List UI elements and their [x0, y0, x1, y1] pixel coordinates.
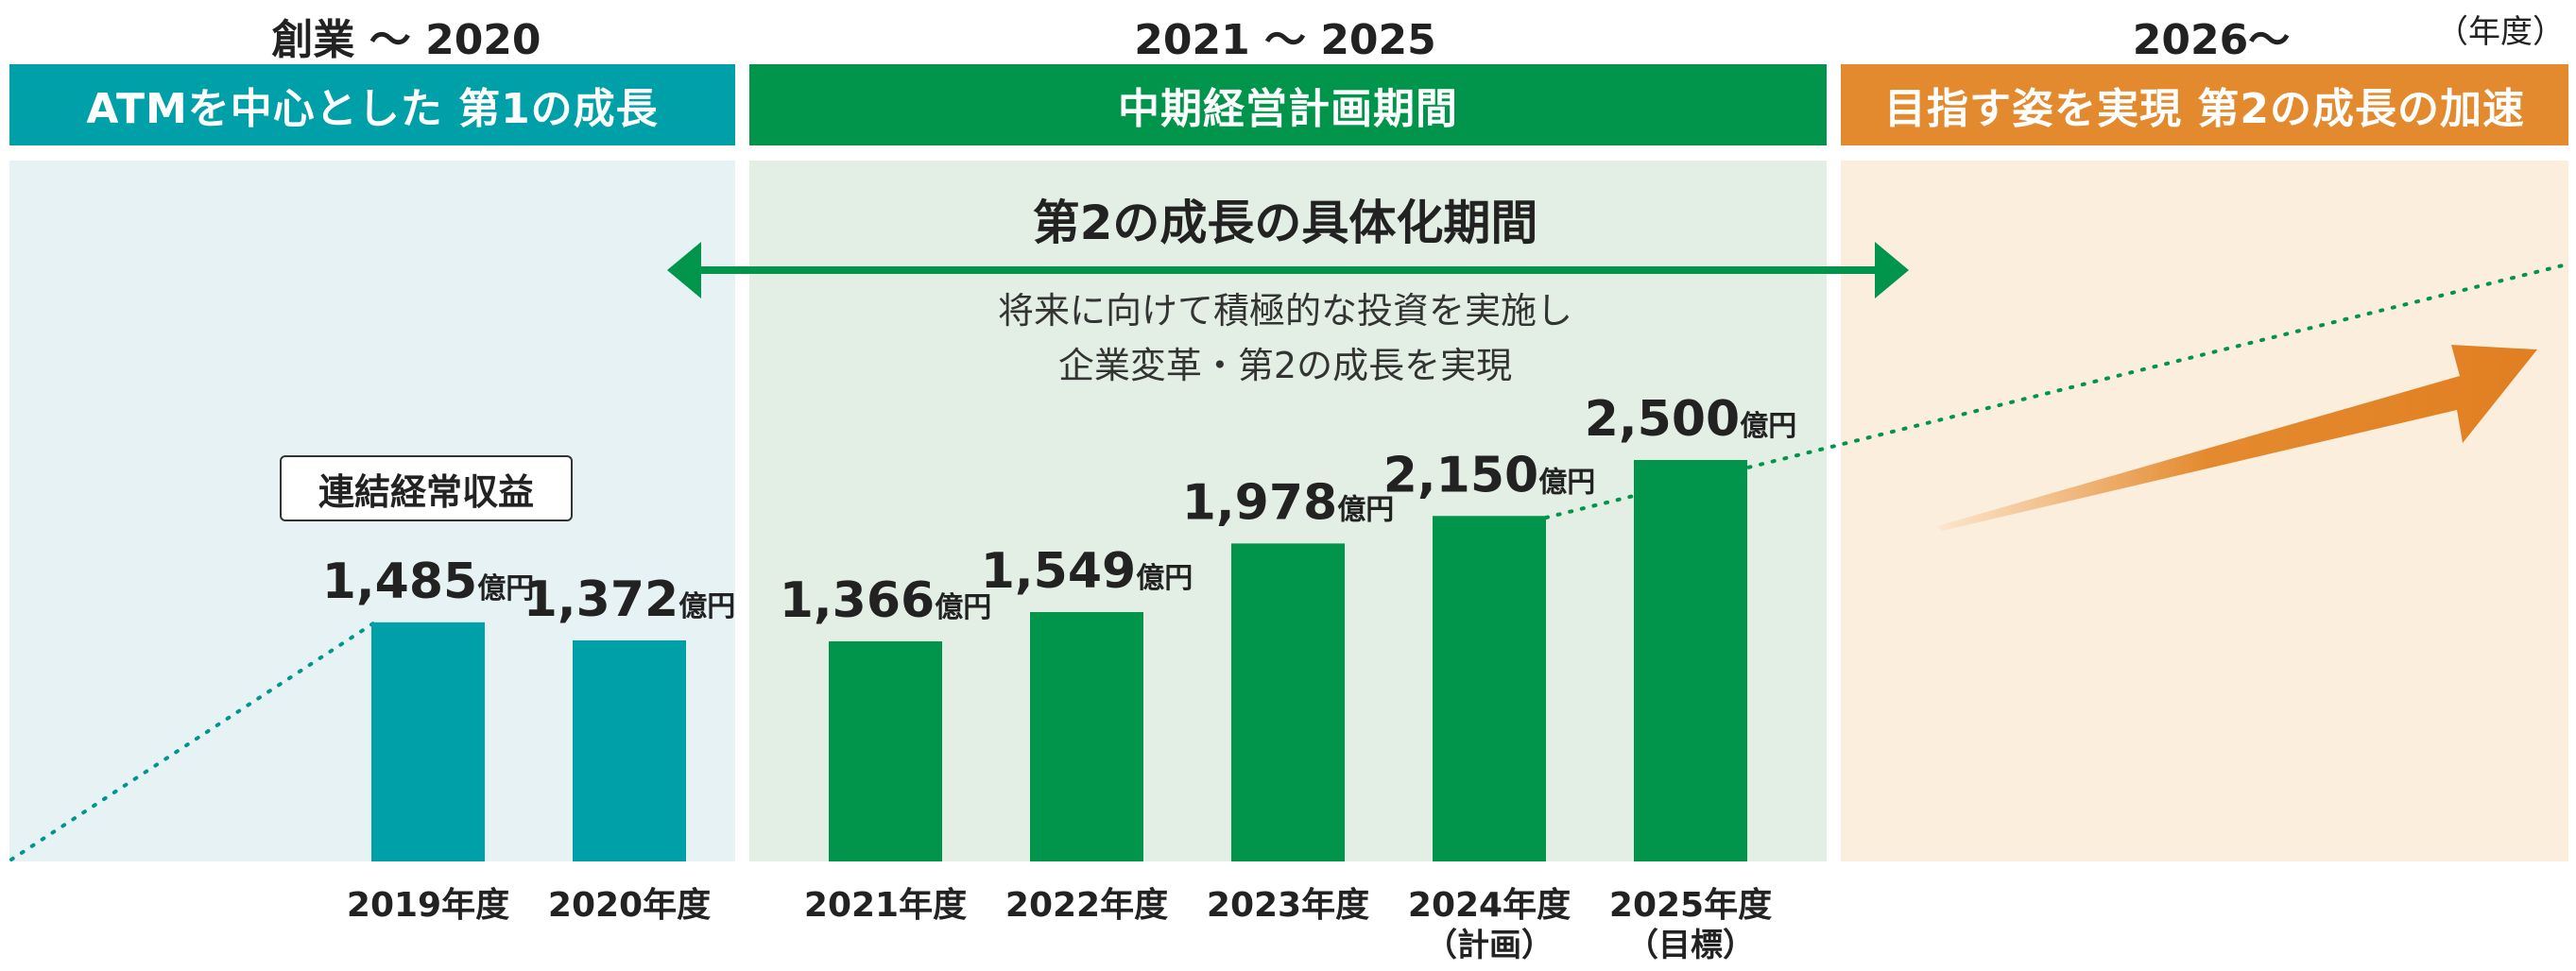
bar-2024年度 [1433, 516, 1546, 861]
x-tick-label: 2021年度 [804, 886, 967, 925]
bar-value-label: 2,500億円 [1585, 391, 1796, 448]
description-line-2: 企業変革・第2の成長を実現 [1057, 345, 1513, 386]
period-range-1: 創業 〜 2020 [271, 16, 541, 64]
trend-line-start [9, 622, 375, 861]
x-tick-label: 2020年度 [548, 886, 711, 925]
bar-value-label: 1,549億円 [981, 543, 1193, 600]
legend-consolidated-revenue: 連結経常収益 [280, 455, 573, 521]
description: 将来に向けて積極的な投資を実施し 企業変革・第2の成長を実現 [813, 283, 1758, 393]
bar-2023年度 [1231, 543, 1345, 861]
x-tick-label: 2019年度 [347, 886, 509, 925]
bar-2021年度 [829, 641, 942, 861]
x-tick-label: 2025年度 [1609, 886, 1772, 925]
x-tick-note: （計画） [1425, 927, 1554, 964]
bar-value-label: 1,372億円 [524, 571, 735, 628]
banner-second-growth: 目指す姿を実現 第2の成長の加速 [1841, 64, 2568, 145]
bar-value-label: 1,485億円 [322, 554, 534, 610]
period-range-3: 2026〜 [2132, 16, 2291, 64]
bar-value-label: 2,150億円 [1383, 447, 1595, 503]
x-tick-label: 2023年度 [1207, 886, 1369, 925]
x-tick-note: （目標） [1626, 927, 1755, 964]
x-tick-label: 2024年度 [1408, 886, 1571, 925]
banner-first-growth: ATMを中心とした 第1の成長 [9, 64, 735, 145]
growth-arrow [1937, 345, 2537, 531]
description-line-1: 将来に向けて積極的な投資を実施し [997, 290, 1572, 332]
panel-second-growth [1841, 161, 2568, 861]
period-range-2: 2021 〜 2025 [1134, 16, 1436, 64]
bar-2022年度 [1030, 612, 1143, 861]
x-tick-label: 2022年度 [1005, 886, 1168, 925]
banner-midterm-plan: 中期経営計画期間 [749, 64, 1827, 145]
bar-2019年度 [371, 622, 485, 861]
fiscal-year-unit-note: （年度） [2436, 13, 2565, 51]
bar-value-label: 1,978億円 [1182, 474, 1394, 531]
double-arrow [667, 242, 1909, 298]
bar-2025年度 [1634, 460, 1747, 861]
bar-2020年度 [573, 639, 686, 861]
bar-value-label: 1,366億円 [780, 572, 991, 629]
subtitle-second-growth-period: 第2の成長の具体化期間 [1032, 196, 1538, 250]
